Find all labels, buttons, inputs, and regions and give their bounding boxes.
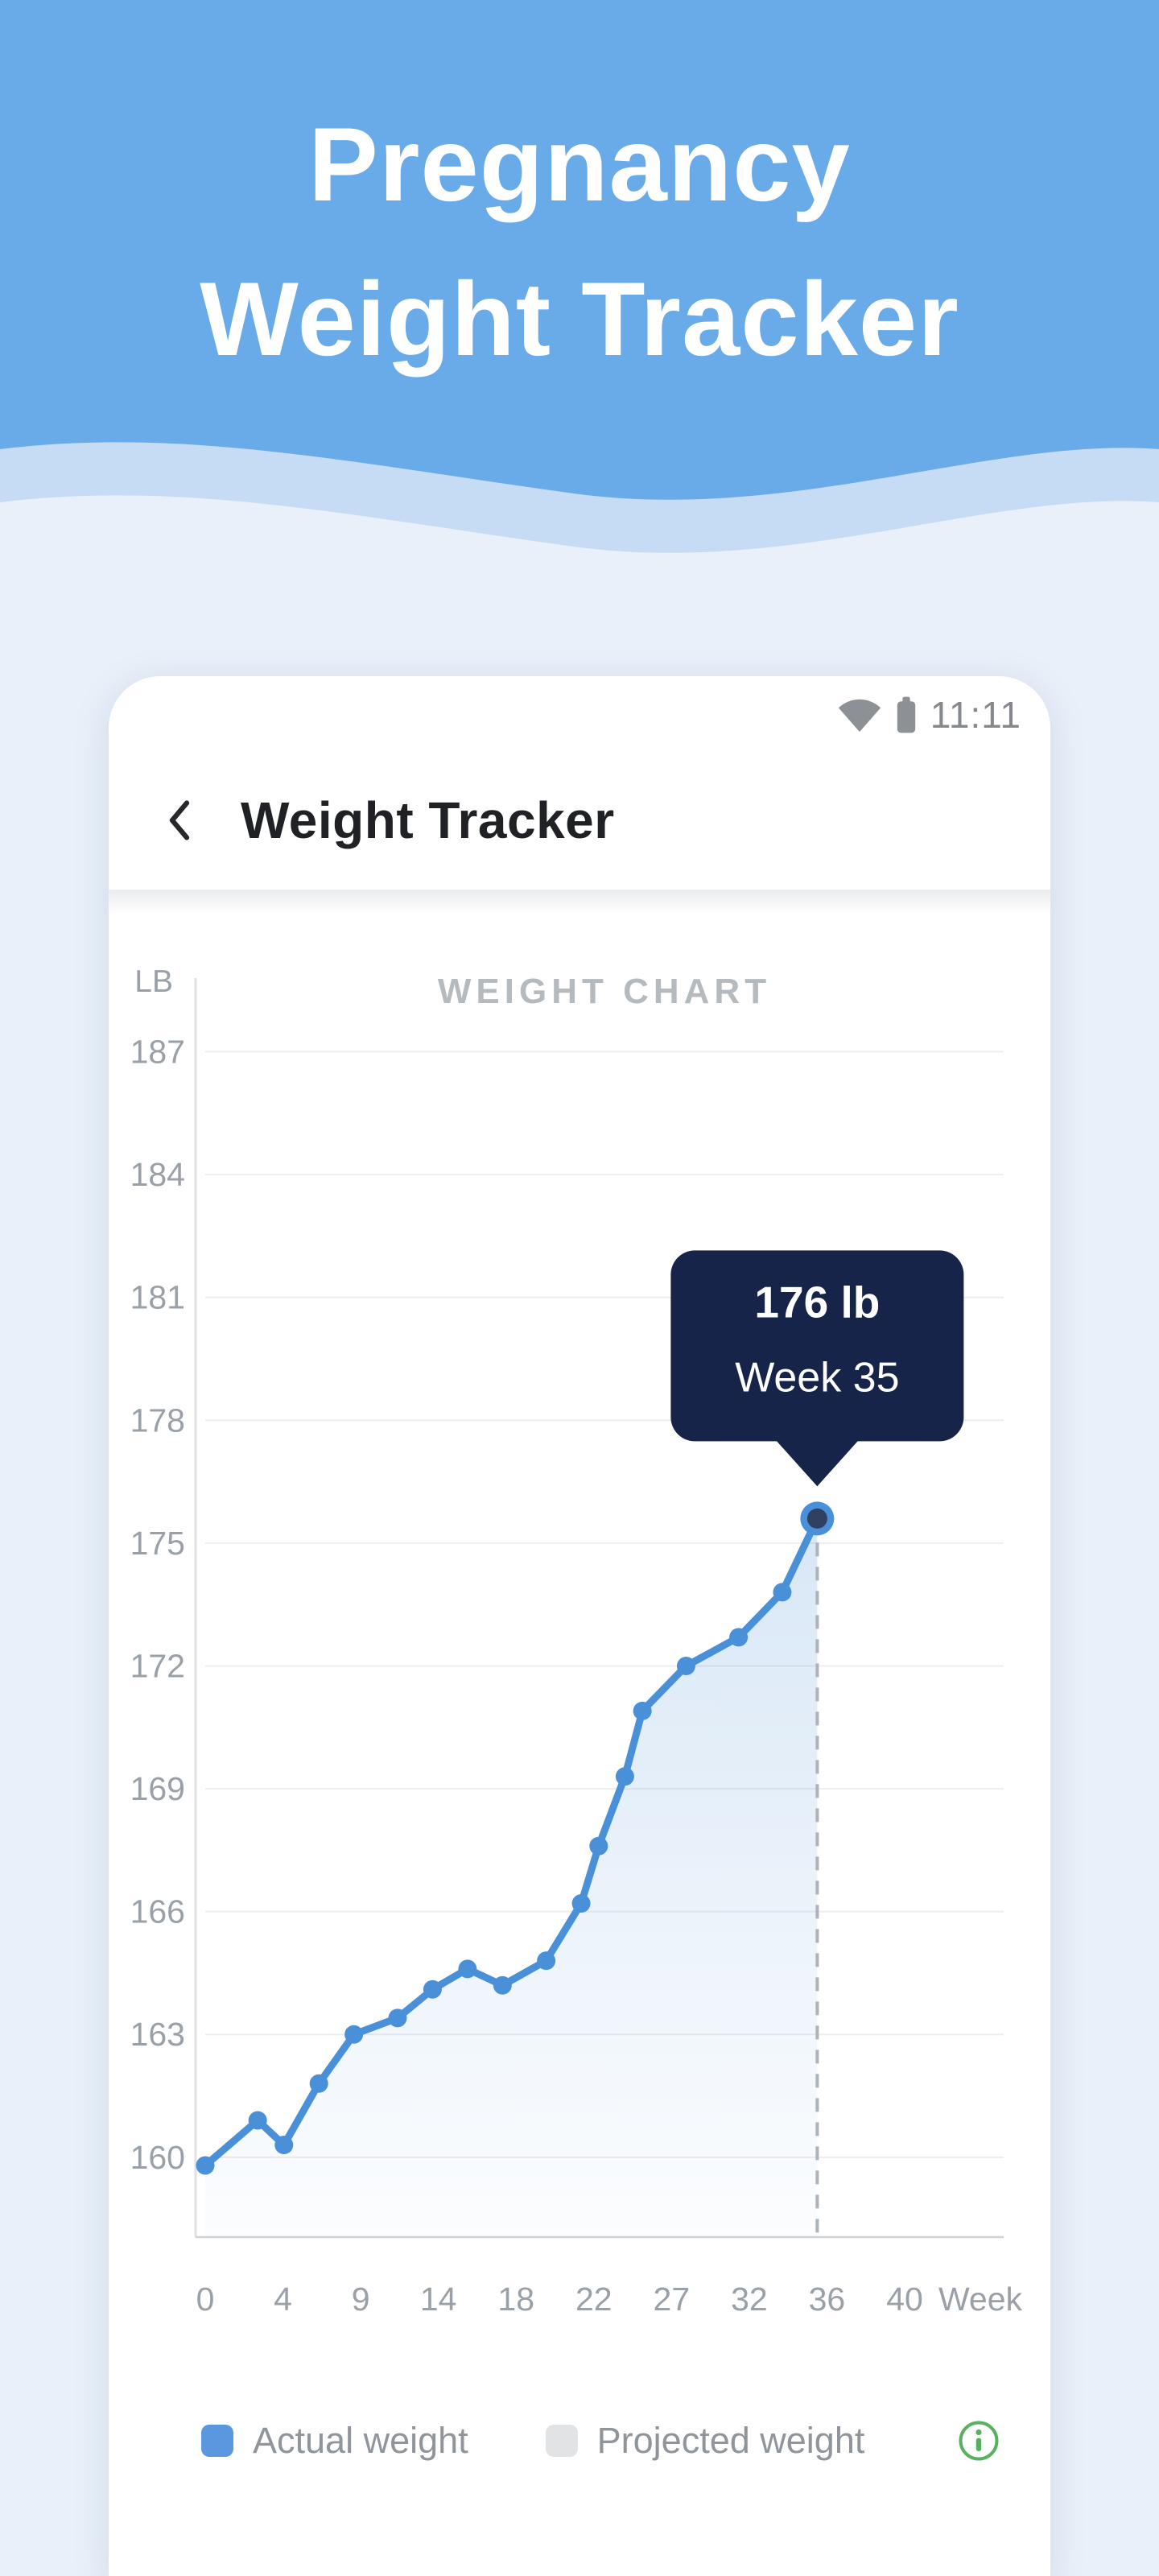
hero-wave [0, 0, 1159, 553]
x-tick-label: 9 [352, 2281, 370, 2318]
data-point-dot[interactable] [571, 1893, 591, 1913]
hero-title-line1: Pregnancy [308, 105, 851, 223]
series-area [205, 1518, 818, 2237]
selected-point-dot-inner [806, 1508, 827, 1529]
data-point-dot[interactable] [344, 2025, 364, 2044]
data-point-dot[interactable] [423, 1979, 442, 1999]
x-tick-label: 22 [575, 2281, 612, 2318]
status-time: 11:11 [930, 694, 1021, 736]
y-tick-label: 166 [130, 1893, 185, 1930]
data-point-dot[interactable] [676, 1656, 695, 1675]
chevron-left-icon [169, 800, 190, 840]
tooltip-week: Week 35 [735, 1354, 899, 1401]
y-tick-label: 160 [130, 2139, 185, 2176]
phone-screen-card: 11:11 Weight Tracker 187 184 181 178 175 172 1… [109, 676, 1050, 2576]
tooltip-arrow [775, 1439, 860, 1487]
data-point-dot[interactable] [196, 2156, 215, 2175]
data-point-dot[interactable] [589, 1836, 608, 1856]
y-tick-label: 163 [130, 2016, 185, 2053]
y-tick-label: 172 [130, 1647, 185, 1684]
app-bar: Weight Tracker [155, 771, 1050, 869]
series-line [201, 1514, 821, 2169]
tooltip: 176 lb Week 35 [670, 1250, 964, 1487]
x-tick-label: 32 [731, 2281, 768, 2318]
data-point-dot[interactable] [493, 1975, 512, 1995]
back-button[interactable] [155, 792, 204, 848]
tooltip-bubble [670, 1250, 964, 1442]
y-unit-label: LB [134, 964, 173, 999]
weight-chart[interactable]: 187 184 181 178 175 172 169 166 163 160 LB WEIGHT C… [109, 950, 1050, 2334]
actual-weight-swatch [201, 2425, 233, 2457]
data-point-dot[interactable] [309, 2074, 328, 2093]
x-tick-label: 40 [886, 2281, 923, 2318]
chart-legend: Actual weight Projected weight [201, 2413, 1000, 2468]
data-point-dot[interactable] [633, 1701, 652, 1720]
data-point-dot[interactable] [274, 2136, 294, 2155]
y-tick-label: 181 [130, 1279, 185, 1316]
data-point-dot[interactable] [458, 1959, 477, 1979]
app-bar-shadow [109, 890, 1050, 914]
wifi-icon [838, 699, 881, 733]
y-tick-label: 187 [130, 1034, 185, 1071]
x-tick-label: 27 [654, 2281, 691, 2318]
data-point-dot[interactable] [615, 1767, 634, 1786]
y-tick-label: 184 [130, 1156, 185, 1193]
y-tick-label: 175 [130, 1525, 185, 1562]
x-tick-label: 0 [196, 2281, 215, 2318]
info-icon [959, 2421, 999, 2461]
hero-title-line2: Weight Tracker [200, 260, 959, 378]
legend-item-actual: Actual weight [201, 2420, 468, 2462]
x-tick-label: 4 [274, 2281, 292, 2318]
y-tick-label: 169 [130, 1770, 185, 1807]
chart-title: WEIGHT CHART [438, 972, 771, 1011]
tooltip-value: 176 lb [754, 1277, 880, 1327]
y-tick-label: 178 [130, 1402, 185, 1439]
legend-item-projected: Projected weight [545, 2420, 865, 2462]
data-point-dot[interactable] [773, 1583, 792, 1602]
data-point-dot[interactable] [537, 1951, 556, 1971]
x-tick-label: 36 [809, 2281, 846, 2318]
data-point-dot[interactable] [729, 1628, 749, 1647]
battery-icon [897, 696, 915, 733]
data-point-dot[interactable] [388, 2008, 407, 2028]
x-tick-label: 14 [420, 2281, 457, 2318]
x-tick-label: 18 [497, 2281, 534, 2318]
status-bar: 11:11 [837, 694, 1021, 736]
x-unit-label: Week [938, 2281, 1023, 2318]
projected-weight-swatch [545, 2425, 578, 2457]
page-title: Weight Tracker [241, 791, 615, 849]
data-point-dot[interactable] [248, 2111, 267, 2130]
info-button[interactable] [957, 2419, 1000, 2462]
hero-header: Pregnancy Weight Tracker [0, 0, 1159, 580]
hero-title: Pregnancy Weight Tracker [0, 87, 1159, 396]
legend-label: Projected weight [596, 2420, 865, 2461]
legend-label: Actual weight [253, 2420, 468, 2461]
